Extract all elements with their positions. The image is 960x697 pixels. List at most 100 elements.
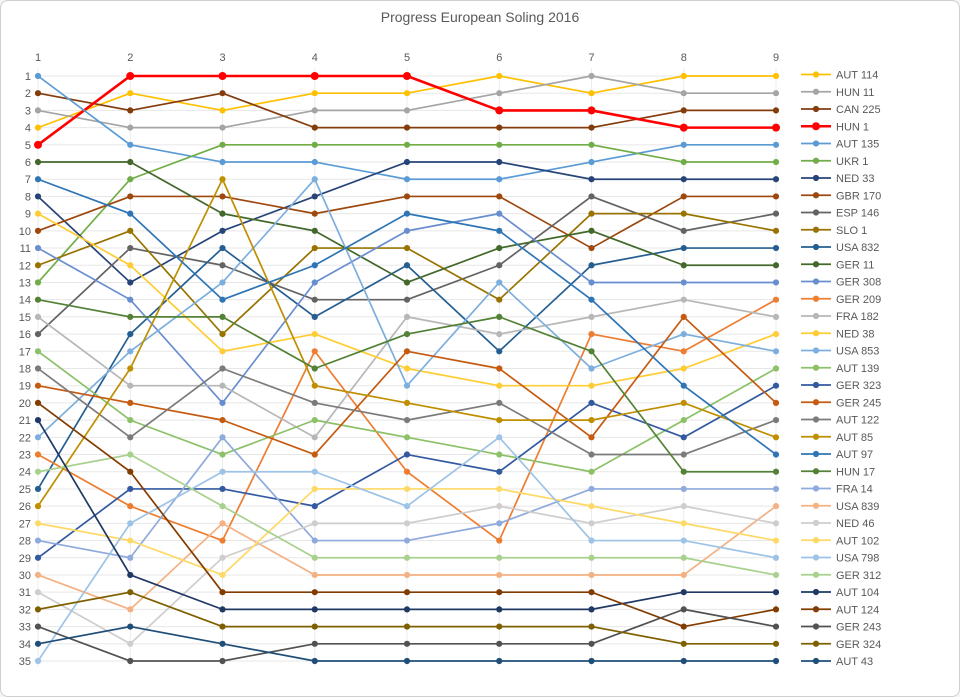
series-point-usa-798[interactable] xyxy=(219,468,226,475)
series-point-aut-124[interactable] xyxy=(680,623,687,630)
series-point-ger-245[interactable] xyxy=(680,313,687,320)
series-point-usa-832[interactable] xyxy=(403,262,411,269)
series-point-usa-832[interactable] xyxy=(772,244,780,252)
series-point-usa-798[interactable] xyxy=(403,503,411,510)
series-point-aut-114[interactable] xyxy=(127,90,134,97)
series-point-ned-33[interactable] xyxy=(34,193,42,200)
series-point-usa-839[interactable] xyxy=(588,571,595,579)
series-point-hun-1[interactable] xyxy=(772,123,780,132)
legend-item[interactable]: AUT 43 xyxy=(801,656,873,668)
series-point-ukr-1[interactable] xyxy=(680,158,687,166)
series-point-ger-245[interactable] xyxy=(772,399,780,407)
series-point-gbr-170[interactable] xyxy=(496,193,503,200)
series-point-aut-135[interactable] xyxy=(588,158,595,166)
series-point-ger-312[interactable] xyxy=(34,468,42,475)
series-point-ger-324[interactable] xyxy=(588,623,595,630)
series-point-ned-33[interactable] xyxy=(588,176,595,183)
legend-item[interactable]: NED 33 xyxy=(801,173,875,185)
series-point-ger-245[interactable] xyxy=(219,417,226,424)
series-point-aut-114[interactable] xyxy=(219,107,226,114)
series-point-aut-124[interactable] xyxy=(772,606,780,613)
series-point-usa-853[interactable] xyxy=(588,365,595,372)
series-point-slo-1[interactable] xyxy=(127,227,134,234)
series-point-esp-146[interactable] xyxy=(588,193,595,200)
series-point-gbr-170[interactable] xyxy=(588,244,595,252)
series-point-ned-38[interactable] xyxy=(34,210,42,217)
series-point-hun-17[interactable] xyxy=(588,348,595,355)
series-point-aut-122[interactable] xyxy=(127,434,134,441)
series-point-ger-245[interactable] xyxy=(127,399,134,407)
legend-item[interactable]: ESP 146 xyxy=(801,208,879,220)
series-point-aut-104[interactable] xyxy=(127,571,134,579)
series-point-usa-832[interactable] xyxy=(680,244,687,252)
series-point-slo-1[interactable] xyxy=(311,244,318,252)
series-point-usa-798[interactable] xyxy=(34,657,42,665)
legend-item[interactable]: NED 46 xyxy=(801,518,875,530)
series-point-ned-38[interactable] xyxy=(588,382,595,389)
series-point-ger-308[interactable] xyxy=(772,279,780,286)
series-point-esp-146[interactable] xyxy=(772,210,780,217)
series-point-usa-853[interactable] xyxy=(34,434,42,441)
series-point-hun-17[interactable] xyxy=(127,313,134,320)
series-point-ned-33[interactable] xyxy=(311,193,318,200)
series-point-usa-832[interactable] xyxy=(127,330,134,338)
series-point-ger-209[interactable] xyxy=(772,296,780,303)
series-point-aut-114[interactable] xyxy=(311,90,318,97)
series-point-ger-324[interactable] xyxy=(680,640,687,647)
series-point-hun-17[interactable] xyxy=(403,330,411,338)
series-point-slo-1[interactable] xyxy=(34,262,42,269)
series-point-ger-312[interactable] xyxy=(127,451,134,458)
series-point-usa-832[interactable] xyxy=(588,262,595,269)
series-point-fra-182[interactable] xyxy=(34,313,42,320)
series-point-hun-1[interactable] xyxy=(495,106,504,115)
series-point-aut-139[interactable] xyxy=(496,451,503,458)
series-point-aut-139[interactable] xyxy=(772,365,780,372)
series-point-hun-1[interactable] xyxy=(34,140,42,149)
series-point-fra-14[interactable] xyxy=(311,537,318,544)
series-point-ger-209[interactable] xyxy=(496,537,503,544)
series-point-aut-97[interactable] xyxy=(496,227,503,234)
series-point-aut-85[interactable] xyxy=(311,382,318,389)
series-point-hun-11[interactable] xyxy=(496,90,503,97)
series-point-aut-124[interactable] xyxy=(127,468,134,475)
series-point-hun-17[interactable] xyxy=(772,468,780,475)
series-point-usa-798[interactable] xyxy=(588,537,595,544)
series-point-ukr-1[interactable] xyxy=(127,176,134,183)
series-point-aut-139[interactable] xyxy=(311,417,318,424)
series-point-usa-798[interactable] xyxy=(680,537,687,544)
series-point-usa-798[interactable] xyxy=(311,468,318,475)
series-point-ger-11[interactable] xyxy=(34,158,42,166)
series-point-aut-85[interactable] xyxy=(219,176,226,183)
legend-item[interactable]: USA 798 xyxy=(801,553,879,565)
series-point-ger-209[interactable] xyxy=(219,537,226,544)
legend-item[interactable]: GER 324 xyxy=(801,639,881,651)
series-point-ned-46[interactable] xyxy=(34,589,42,596)
series-point-aut-122[interactable] xyxy=(680,451,687,458)
series-point-ger-323[interactable] xyxy=(680,434,687,441)
series-point-ger-243[interactable] xyxy=(311,640,318,647)
series-point-ger-209[interactable] xyxy=(127,503,134,510)
legend-item[interactable]: USA 853 xyxy=(801,346,879,358)
series-point-can-225[interactable] xyxy=(219,90,226,97)
series-point-ned-33[interactable] xyxy=(127,279,134,286)
series-point-ned-38[interactable] xyxy=(127,262,134,269)
series-point-fra-182[interactable] xyxy=(772,313,780,320)
series-point-ned-38[interactable] xyxy=(772,330,780,338)
legend-item[interactable]: USA 839 xyxy=(801,501,879,513)
series-point-ned-46[interactable] xyxy=(219,554,226,561)
series-point-ukr-1[interactable] xyxy=(311,141,318,148)
series-point-ger-209[interactable] xyxy=(34,451,42,458)
series-point-ger-11[interactable] xyxy=(680,262,687,269)
legend-item[interactable]: USA 832 xyxy=(801,242,879,254)
series-point-ger-324[interactable] xyxy=(34,606,42,613)
series-point-aut-102[interactable] xyxy=(34,520,42,527)
series-point-ned-38[interactable] xyxy=(311,330,318,338)
series-point-aut-102[interactable] xyxy=(127,537,134,544)
series-point-ger-308[interactable] xyxy=(403,227,411,234)
series-point-aut-85[interactable] xyxy=(34,503,42,510)
legend-item[interactable]: SLO 1 xyxy=(801,225,867,237)
series-point-aut-43[interactable] xyxy=(588,657,595,665)
series-point-can-225[interactable] xyxy=(403,124,411,131)
series-point-can-225[interactable] xyxy=(588,124,595,131)
series-point-fra-182[interactable] xyxy=(680,296,687,303)
